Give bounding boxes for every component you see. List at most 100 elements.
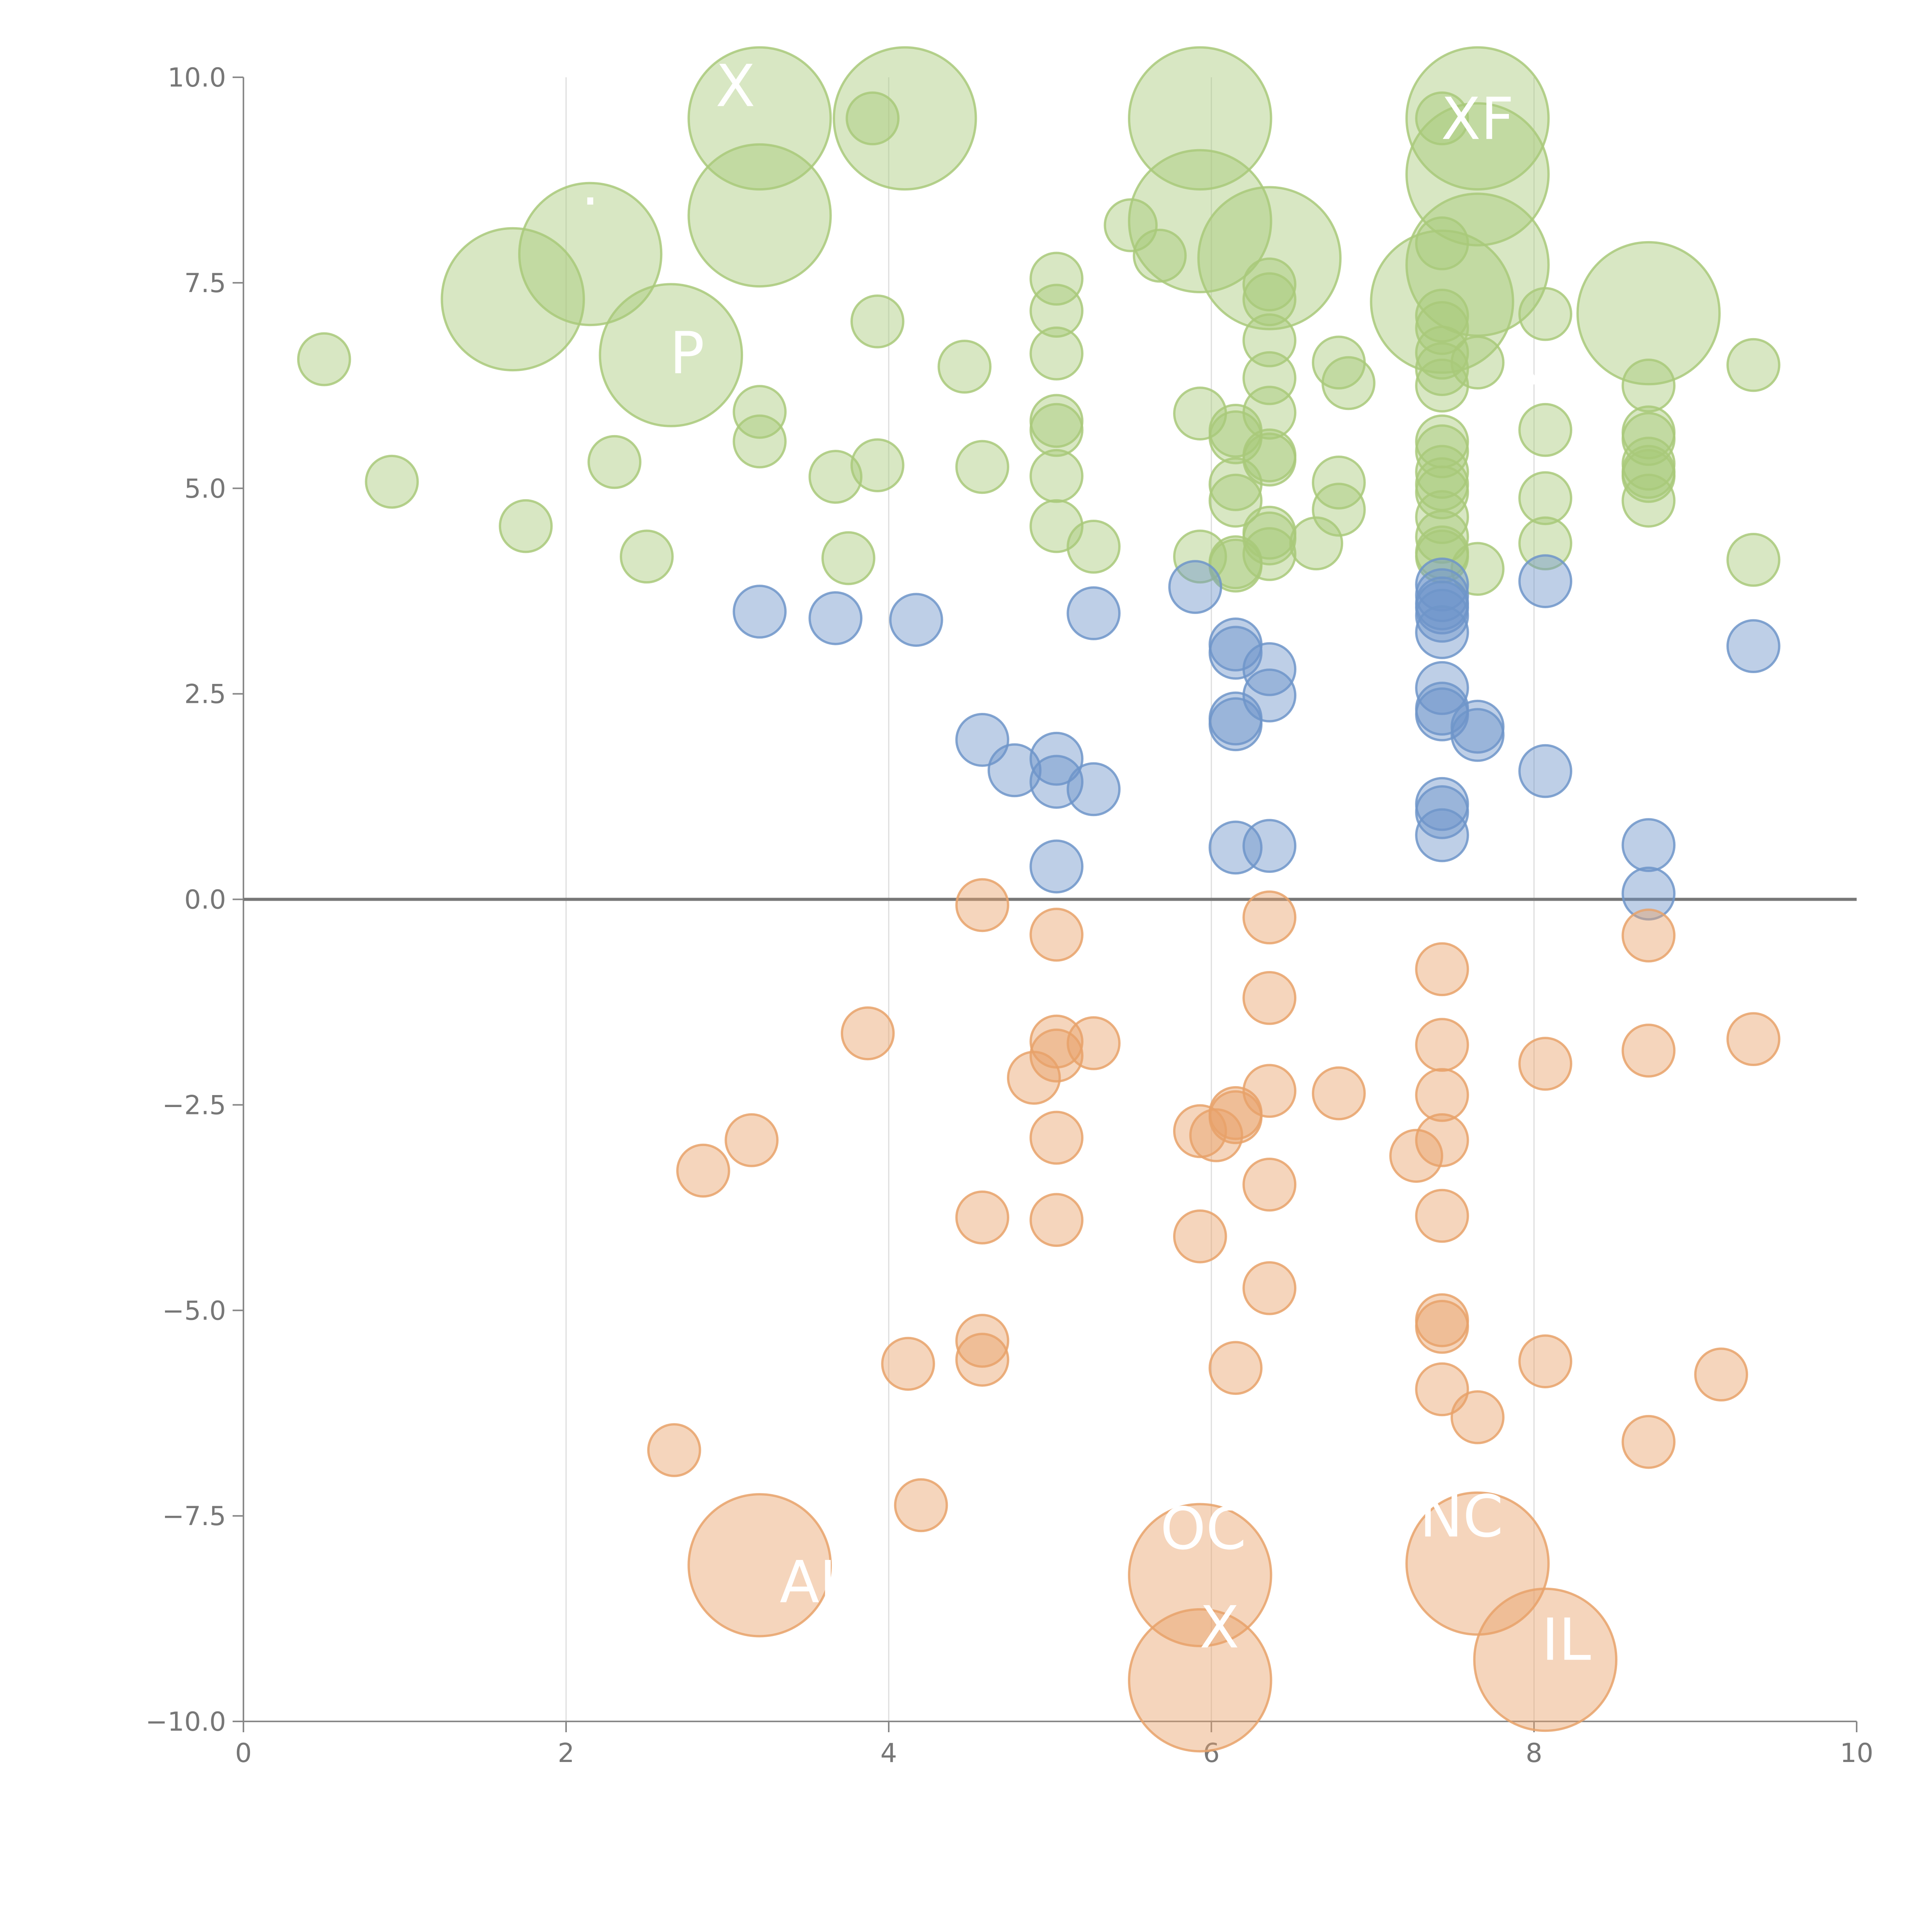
orange-point xyxy=(1389,1129,1444,1183)
y-tick-label: −7.5 xyxy=(162,1501,226,1532)
green-point xyxy=(687,143,832,288)
green-point xyxy=(821,531,876,585)
orange-point xyxy=(1473,1587,1617,1732)
green-point xyxy=(1289,516,1344,571)
blue-point xyxy=(1415,588,1469,643)
green-point xyxy=(297,332,351,386)
green-point xyxy=(937,340,992,394)
orange-point xyxy=(955,878,1009,932)
green-point xyxy=(1321,356,1376,410)
green-point xyxy=(1066,520,1121,574)
blue-point xyxy=(1621,866,1676,921)
green-point xyxy=(1128,149,1272,294)
axes: 0 2 4 6 8 10 10.0 7.5 5.0 2.5 0.0 −2.5 −5.0 −7.5 −10.0 xyxy=(146,63,1874,1769)
x-tick-label: 8 xyxy=(1526,1738,1542,1769)
y-tick-label: 2.5 xyxy=(184,679,226,710)
orange-point xyxy=(1415,1068,1469,1122)
green-point xyxy=(1415,445,1469,499)
green-point xyxy=(1621,473,1676,528)
orange-point xyxy=(1518,1037,1573,1091)
orange-point xyxy=(1415,942,1469,997)
green-point xyxy=(1518,287,1573,341)
blue-point xyxy=(987,743,1042,798)
orange-point xyxy=(1128,1503,1272,1648)
point-label: XF xyxy=(1441,86,1514,153)
blue-point xyxy=(1415,808,1469,862)
orange-point xyxy=(1066,1016,1121,1070)
orange-point xyxy=(687,1493,832,1638)
orange-point xyxy=(1621,1415,1676,1469)
point-label: X xyxy=(1514,349,1554,416)
green-point xyxy=(1405,102,1550,247)
y-tick-label: 7.5 xyxy=(184,268,226,299)
green-point xyxy=(833,46,977,191)
orange-point xyxy=(1451,1390,1505,1444)
orange-point xyxy=(1518,1334,1573,1388)
green-point xyxy=(1208,473,1263,528)
blue-point xyxy=(1415,687,1469,742)
orange-point xyxy=(1242,1261,1297,1315)
green-point xyxy=(1242,527,1297,581)
green-point xyxy=(1415,342,1469,396)
green-point xyxy=(1242,313,1297,367)
green-point xyxy=(619,529,674,584)
orange-point xyxy=(1029,1028,1083,1083)
green-point xyxy=(518,182,663,327)
green-point xyxy=(587,435,642,489)
green-point xyxy=(1451,335,1505,390)
orange-point xyxy=(955,1190,1009,1245)
orange-point xyxy=(1029,908,1083,962)
green-point xyxy=(599,283,743,427)
green-point xyxy=(1242,272,1297,327)
orange-point xyxy=(1405,1491,1550,1636)
green-point xyxy=(1242,386,1297,440)
orange-point xyxy=(1128,1608,1272,1753)
orange-point xyxy=(1621,1024,1676,1078)
green-point xyxy=(845,91,900,146)
green-point xyxy=(1726,533,1781,587)
point-label: P xyxy=(670,320,704,387)
green-point xyxy=(850,438,905,492)
green-point xyxy=(440,227,585,372)
x-tick-label: 6 xyxy=(1203,1738,1219,1769)
orange-point xyxy=(676,1143,730,1198)
x-tick-label: 2 xyxy=(558,1738,574,1769)
point-labels: X XF P X · OC NC AI X IL xyxy=(581,53,1591,1673)
point-label: IL xyxy=(1542,1606,1591,1673)
point-label: · xyxy=(581,168,600,235)
point-label: OC xyxy=(1160,1495,1247,1563)
blue-point xyxy=(889,593,943,647)
blue-point xyxy=(1415,605,1469,659)
green-point xyxy=(1621,359,1676,413)
orange-point xyxy=(1242,1064,1297,1118)
blue-point xyxy=(1029,839,1083,894)
green-point xyxy=(1029,449,1083,503)
green-point xyxy=(498,499,553,553)
green-point xyxy=(1726,338,1781,392)
green-point xyxy=(1104,198,1158,252)
blue-point xyxy=(1518,744,1573,798)
green-point xyxy=(733,414,787,469)
green-point xyxy=(1415,289,1469,343)
green-point xyxy=(1415,510,1469,564)
point-label: X xyxy=(1199,1594,1239,1662)
orange-point xyxy=(724,1113,779,1167)
green-point xyxy=(850,294,905,349)
blue-point xyxy=(1242,668,1297,723)
blue-point xyxy=(1029,731,1083,786)
blue-point xyxy=(1726,619,1781,673)
blue-point xyxy=(808,591,863,645)
orange-point xyxy=(955,1333,1009,1387)
green-point xyxy=(1029,327,1083,381)
blue-point xyxy=(1208,626,1263,680)
green-point xyxy=(1029,284,1083,338)
blue-point xyxy=(733,585,787,639)
green-point xyxy=(1242,257,1297,311)
blue-point xyxy=(1168,560,1223,614)
y-tick-label: −2.5 xyxy=(162,1090,226,1121)
orange-point xyxy=(1029,1111,1083,1165)
orange-point xyxy=(1029,1193,1083,1247)
green-point xyxy=(365,454,419,509)
blue-point xyxy=(1621,818,1676,872)
green-point xyxy=(1242,511,1297,566)
